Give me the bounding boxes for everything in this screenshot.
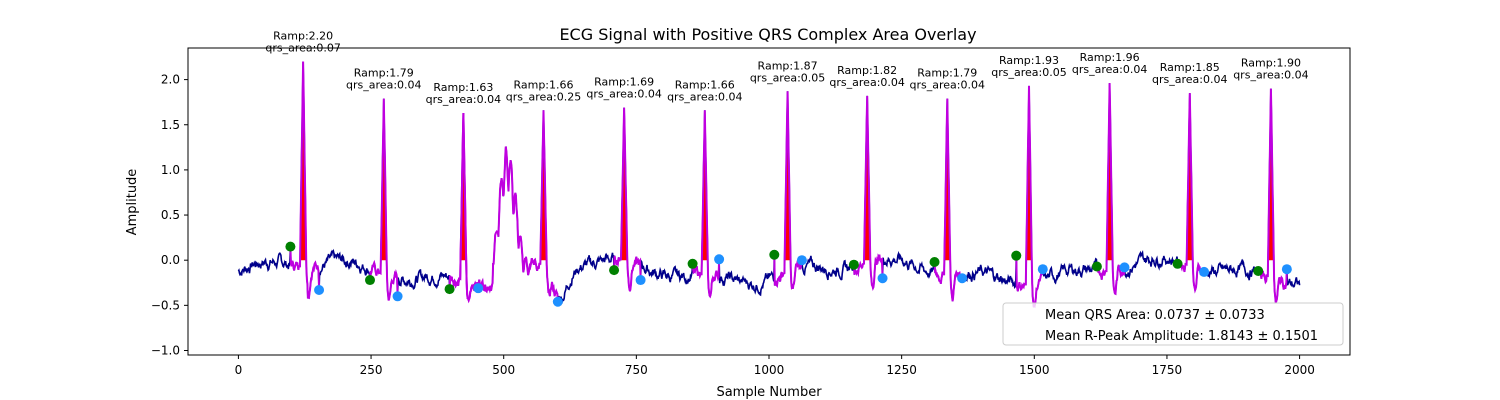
x-axis-label: Sample Number <box>716 385 822 400</box>
x-tick-label: 750 <box>625 363 648 377</box>
x-tick-label: 1250 <box>886 363 917 377</box>
qrs-area-label: qrs_area:0.04 <box>829 76 904 89</box>
qrs-segment-line <box>448 110 559 304</box>
s-point-marker <box>473 283 484 294</box>
s-point-marker <box>714 254 725 265</box>
y-tick-label: 1.5 <box>161 118 180 132</box>
r-peak-amplitude-label: Ramp:1.82 <box>837 64 897 77</box>
q-point-marker <box>364 275 375 286</box>
x-tick-label: 1000 <box>754 363 785 377</box>
qrs-area-label: qrs_area:0.04 <box>426 93 501 106</box>
qrs-area-label: qrs_area:0.04 <box>586 88 661 101</box>
x-tick-label: 250 <box>360 363 383 377</box>
y-tick-label: 1.0 <box>161 163 180 177</box>
qrs-area-label: qrs_area:0.04 <box>667 90 742 103</box>
r-peak-amplitude-label: Ramp:1.69 <box>594 76 654 89</box>
r-peak-amplitude-label: Ramp:1.79 <box>354 67 414 80</box>
qrs-area-label: qrs_area:0.05 <box>750 71 825 84</box>
r-peak-amplitude-label: Ramp:1.96 <box>1080 51 1140 64</box>
s-point-marker <box>796 255 807 266</box>
qrs-segment-line <box>1095 83 1126 296</box>
y-tick-label: −0.5 <box>151 298 180 312</box>
qrs-area-label: qrs_area:0.04 <box>346 79 421 92</box>
r-peak-amplitude-label: Ramp:1.63 <box>433 81 493 94</box>
plot-area: Ramp:2.20qrs_area:0.07Ramp:1.79qrs_area:… <box>237 30 1309 309</box>
y-tick-label: 2.0 <box>161 73 180 87</box>
legend-mean-qrs-area: Mean QRS Area: 0.0737 ± 0.0733 <box>1045 308 1265 323</box>
qrs-segment-line <box>613 107 642 292</box>
x-tick-label: 2000 <box>1284 363 1315 377</box>
qrs-area-label: qrs_area:0.04 <box>910 79 985 92</box>
s-point-marker <box>1199 266 1210 277</box>
s-point-marker <box>1037 264 1048 275</box>
q-point-marker <box>609 265 620 276</box>
qrs-area-label: qrs_area:0.04 <box>1072 63 1147 76</box>
r-peak-amplitude-label: Ramp:1.79 <box>917 67 977 80</box>
q-point-marker <box>1172 258 1183 269</box>
q-point-marker <box>1091 261 1102 272</box>
qrs-segment-line <box>1176 93 1206 294</box>
r-peak-amplitude-label: Ramp:1.66 <box>513 78 573 91</box>
qrs-area-label: qrs_area:0.05 <box>991 66 1066 79</box>
q-point-marker <box>687 258 698 269</box>
qrs-segment-line <box>289 61 321 300</box>
qrs-segment-line <box>773 91 803 291</box>
r-peak-amplitude-label: Ramp:1.93 <box>999 54 1059 67</box>
qrs-segment-line <box>691 110 721 299</box>
s-point-marker <box>314 284 325 295</box>
s-point-marker <box>957 273 968 284</box>
r-peak-amplitude-label: Ramp:1.66 <box>675 78 735 91</box>
r-peak-amplitude-label: Ramp:1.90 <box>1241 57 1301 70</box>
r-peak-amplitude-label: Ramp:1.85 <box>1160 61 1220 74</box>
legend-box <box>1002 302 1344 346</box>
x-tick-label: 500 <box>492 363 515 377</box>
chart-title: ECG Signal with Positive QRS Complex Are… <box>559 25 976 44</box>
y-tick-label: 0.5 <box>161 208 180 222</box>
x-tick-label: 1750 <box>1152 363 1183 377</box>
qrs-segment-line <box>369 98 399 301</box>
axes: 0 250 500 750 1000 1250 1500 1750 2000 −1.0 −0.5 0.… <box>151 73 1315 377</box>
s-point-marker <box>1281 264 1292 275</box>
q-point-marker <box>929 256 940 267</box>
q-point-marker <box>848 259 859 270</box>
qrs-segment-line <box>933 98 963 302</box>
s-point-marker <box>877 273 888 284</box>
qrs-area-label: qrs_area:0.04 <box>1152 73 1227 86</box>
legend: Mean QRS Area: 0.0737 ± 0.0733 Mean R-Pe… <box>1002 302 1344 346</box>
s-point-marker <box>552 296 563 307</box>
r-peak-amplitude-label: Ramp:1.87 <box>758 59 818 72</box>
y-tick-label: 0.0 <box>161 253 180 267</box>
s-point-marker <box>635 275 646 286</box>
legend-mean-r-peak-amplitude: Mean R-Peak Amplitude: 1.8143 ± 0.1501 <box>1045 329 1318 344</box>
r-peak-amplitude-label: Ramp:2.20 <box>273 30 333 43</box>
qrs-segment-line <box>1015 85 1044 309</box>
q-point-marker <box>1253 266 1264 277</box>
qrs-segment-line <box>852 95 884 292</box>
q-point-marker <box>769 249 780 260</box>
y-axis-label: Amplitude <box>125 169 140 236</box>
qrs-area-label: qrs_area:0.25 <box>506 90 581 103</box>
qrs-area-fill <box>369 98 398 261</box>
s-point-marker <box>392 291 403 302</box>
plot-frame <box>187 47 1351 356</box>
x-tick-label: 0 <box>235 363 243 377</box>
y-tick-label: −1.0 <box>151 343 180 357</box>
q-point-marker <box>1011 250 1022 261</box>
x-tick-label: 1500 <box>1019 363 1050 377</box>
s-point-marker <box>1119 262 1130 273</box>
qrs-area-label: qrs_area:0.04 <box>1233 69 1308 82</box>
q-point-marker <box>444 284 455 295</box>
q-point-marker <box>285 241 296 252</box>
